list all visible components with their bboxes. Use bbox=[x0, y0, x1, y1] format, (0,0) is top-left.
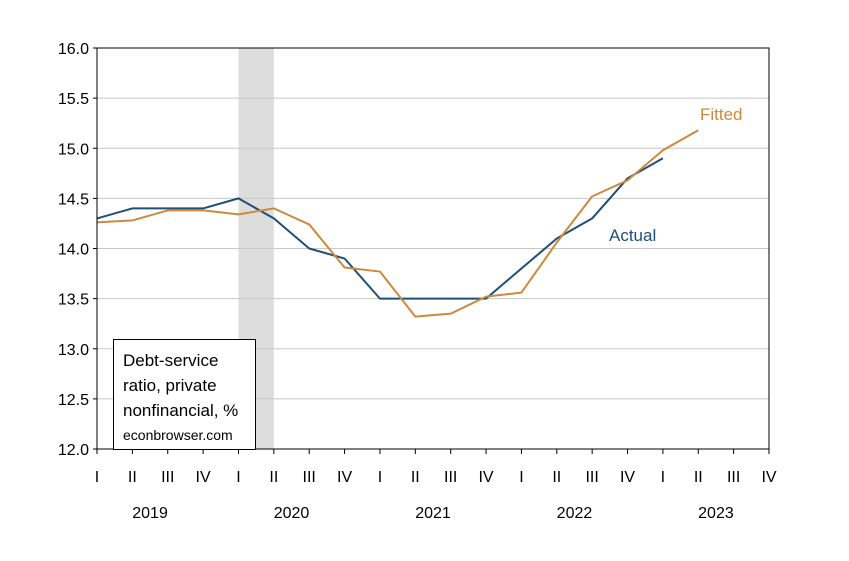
y-tick-label: 13.0 bbox=[58, 342, 89, 359]
x-tick-label: II bbox=[128, 469, 137, 486]
plot-frame bbox=[96, 47, 770, 450]
y-tick-label: 12.5 bbox=[58, 392, 89, 409]
x-tick-label: III bbox=[585, 469, 598, 486]
annotation-box: Debt-service ratio, private nonfinancial… bbox=[113, 339, 256, 450]
x-tick-label: I bbox=[95, 469, 99, 486]
y-tick-label: 13.5 bbox=[58, 292, 89, 309]
x-tick-label: II bbox=[269, 469, 278, 486]
y-axis-ticks: 12.0 12.5 13.0 13.5 14.0 14.5 15.0 15.5 16.0 bbox=[58, 41, 97, 459]
y-tick-label: 14.5 bbox=[58, 191, 89, 208]
x-tick-label: I bbox=[661, 469, 665, 486]
x-tick-label: III bbox=[727, 469, 740, 486]
x-tick-label: I bbox=[378, 469, 382, 486]
series-label-actual: Actual bbox=[609, 226, 656, 245]
y-tick-label: 12.0 bbox=[58, 442, 89, 459]
year-label: 2023 bbox=[698, 505, 734, 522]
x-tick-label: I bbox=[519, 469, 523, 486]
x-tick-label: II bbox=[411, 469, 420, 486]
y-tick-label: 14.0 bbox=[58, 242, 89, 259]
x-tick-label: II bbox=[694, 469, 703, 486]
x-axis-ticks: I II III IV I II III IV I II III IV I II III IV I II III IV… bbox=[95, 449, 777, 522]
y-tick-label: 15.0 bbox=[58, 141, 89, 158]
x-tick-label: IV bbox=[337, 469, 352, 486]
year-label: 2019 bbox=[132, 505, 168, 522]
x-tick-label: IV bbox=[478, 469, 493, 486]
x-tick-label: III bbox=[444, 469, 457, 486]
x-tick-label: IV bbox=[761, 469, 776, 486]
x-tick-label: IV bbox=[620, 469, 635, 486]
x-tick-label: III bbox=[161, 469, 174, 486]
series-label-fitted: Fitted bbox=[700, 105, 743, 124]
x-tick-label: II bbox=[552, 469, 561, 486]
x-tick-label: I bbox=[236, 469, 240, 486]
annotation-text: Debt-service ratio, private nonfinancial… bbox=[123, 351, 239, 420]
year-label: 2020 bbox=[274, 505, 310, 522]
source-credit: econbrowser.com bbox=[123, 427, 233, 443]
series-line-fitted bbox=[96, 129, 699, 318]
year-label: 2021 bbox=[415, 505, 451, 522]
y-tick-label: 16.0 bbox=[58, 41, 89, 58]
x-tick-label: III bbox=[303, 469, 316, 486]
x-tick-label: IV bbox=[196, 469, 211, 486]
year-label: 2022 bbox=[557, 505, 593, 522]
y-tick-label: 15.5 bbox=[58, 91, 89, 108]
series-layer bbox=[96, 129, 699, 318]
series-line-actual bbox=[96, 157, 664, 300]
